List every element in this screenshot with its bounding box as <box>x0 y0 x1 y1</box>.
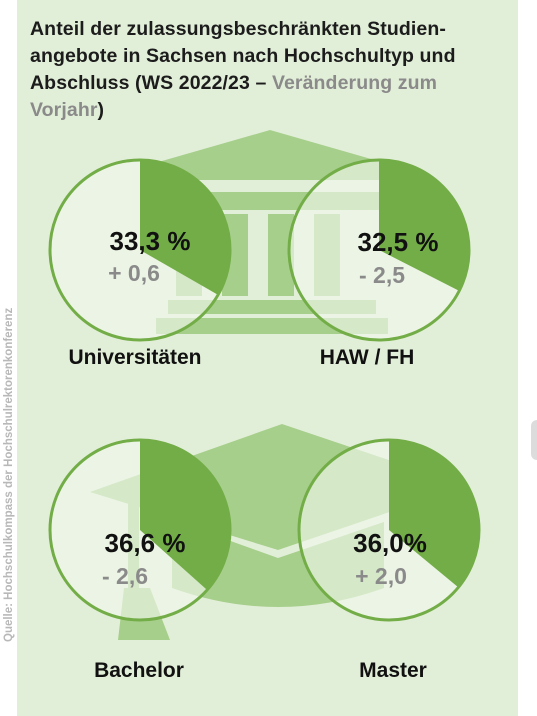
edge-decoration <box>531 420 537 460</box>
category-label: Universitäten <box>68 346 201 369</box>
pie-slice <box>140 440 230 590</box>
pie-chart: 32,5 % - 2,5 HAW / FH <box>287 158 471 369</box>
value-label: 33,3 % <box>110 226 191 256</box>
value-label: 32,5 % <box>358 227 439 257</box>
title-highlight: Veränderung zum Vorjahr <box>30 72 438 121</box>
pie-chart: 36,6 % - 2,6 Bachelor <box>48 438 232 682</box>
value-label: 36,0% <box>353 528 427 558</box>
change-label: - 2,5 <box>359 262 405 288</box>
pie-chart: 36,0% + 2,0 Master <box>297 438 481 682</box>
category-label: HAW / FH <box>320 346 415 369</box>
chart-title: Anteil der zulassungsbeschränkten Studie… <box>30 16 500 124</box>
category-label: Master <box>359 659 427 682</box>
change-label: + 0,6 <box>108 260 160 286</box>
pie-slice <box>379 160 469 291</box>
title-end: ) <box>97 99 105 121</box>
change-label: - 2,6 <box>102 563 148 589</box>
pie-slice <box>389 440 480 588</box>
category-label: Bachelor <box>94 659 184 682</box>
change-label: + 2,0 <box>355 563 407 589</box>
pie-chart: 33,3 % + 0,6 Universitäten <box>48 158 232 369</box>
pie-slice <box>140 160 230 295</box>
value-label: 36,6 % <box>105 528 186 558</box>
title-main: Anteil der zulassungsbeschränkten Studie… <box>30 18 456 94</box>
